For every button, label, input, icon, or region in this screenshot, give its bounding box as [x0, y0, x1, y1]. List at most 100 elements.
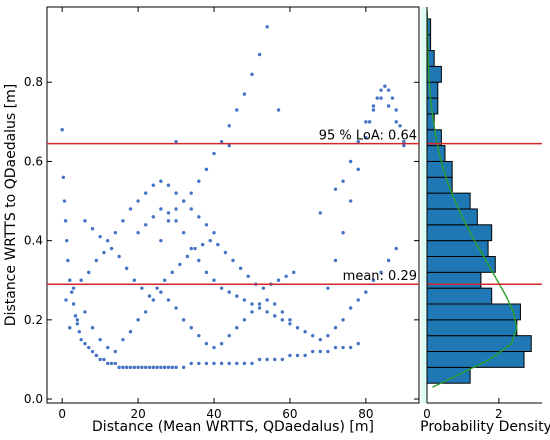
scatter-point: [208, 238, 212, 243]
scatter-point: [75, 322, 80, 326]
scatter-point: [151, 298, 155, 302]
scatter-point: [398, 124, 402, 128]
scatter-point: [371, 278, 376, 282]
scatter-point: [197, 258, 201, 263]
scatter-point: [113, 349, 118, 354]
scatter-point: [257, 357, 262, 362]
scatter-point: [292, 270, 296, 275]
scatter-point: [121, 365, 125, 370]
y-tick-label: 0.2: [24, 313, 43, 327]
scatter-point: [227, 290, 231, 294]
x-tick-label: 0: [58, 407, 66, 421]
scatter-point: [295, 326, 300, 330]
histogram-x-label: Probability Density: [420, 419, 550, 435]
y-tick-label: 0.0: [24, 392, 43, 406]
scatter-point: [333, 258, 338, 263]
x-tick-label: 80: [358, 407, 373, 421]
scatter-point: [288, 322, 292, 326]
scatter-point: [333, 187, 338, 191]
scatter-point: [166, 365, 171, 370]
scatter-point: [265, 298, 269, 302]
scatter-point: [143, 191, 148, 195]
reference-line-label: mean: 0.29: [343, 269, 417, 284]
scatter-point: [79, 278, 83, 282]
scatter-point: [166, 183, 171, 187]
x-tick-label: 20: [130, 407, 145, 421]
scatter-point: [162, 278, 167, 282]
scatter-point: [136, 365, 140, 370]
scatter-point: [394, 108, 398, 112]
scatter-point: [181, 318, 186, 322]
scatter-point: [170, 365, 174, 370]
scatter-point: [68, 278, 72, 282]
scatter-point: [265, 25, 269, 29]
scatter-point: [379, 88, 383, 92]
scatter-points: [60, 25, 406, 370]
scatter-point: [367, 120, 372, 124]
scatter-point: [235, 326, 239, 330]
scatter-point: [136, 231, 140, 235]
scatter-point: [348, 345, 353, 350]
scatter-point: [250, 361, 254, 366]
scatter-point: [87, 345, 91, 350]
scatter-point: [128, 365, 133, 370]
histogram-bar: [426, 351, 525, 368]
scatter-point: [197, 361, 201, 366]
scatter-point: [265, 357, 269, 362]
scatter-point: [318, 211, 323, 215]
scatter-point: [63, 219, 68, 223]
scatter-point: [106, 345, 110, 350]
scatter-point: [87, 270, 91, 275]
scatter-point: [227, 333, 231, 338]
scatter-point: [102, 357, 106, 362]
scatter-point: [162, 365, 167, 370]
scatter-point: [65, 238, 69, 243]
histogram-bar: [426, 145, 446, 162]
scatter-point: [61, 175, 66, 179]
scatter-point: [181, 365, 186, 370]
scatter-point: [390, 96, 395, 100]
scatter-point: [379, 270, 383, 275]
scatter-point: [109, 246, 114, 251]
scatter-point: [132, 365, 137, 370]
scatter-point: [113, 361, 118, 366]
scatter-point: [204, 167, 209, 172]
scatter-point: [326, 349, 330, 354]
scatter-point: [288, 353, 292, 358]
scatter-point: [113, 231, 118, 235]
scatter-point: [68, 326, 72, 330]
scatter-point: [106, 238, 110, 243]
y-axis-label: Distance WRTTS to QDaedalus [m]: [3, 84, 19, 326]
histogram-bar: [426, 224, 493, 242]
scatter-point: [75, 318, 80, 322]
scatter-point: [174, 365, 178, 370]
scatter-point: [235, 294, 239, 298]
scatter-point: [189, 326, 193, 330]
scatter-point: [288, 318, 292, 322]
scatter-point: [223, 250, 228, 255]
scatter-point: [125, 266, 129, 271]
scatter-point: [326, 286, 330, 290]
scatter-point: [174, 139, 178, 144]
scatter-point: [386, 104, 391, 108]
scatter-point: [60, 128, 64, 132]
scatter-point: [219, 286, 224, 290]
scatter-point: [83, 219, 87, 223]
scatter-point: [159, 207, 163, 211]
scatter-point: [159, 179, 163, 183]
histogram-bar: [426, 192, 471, 210]
scatter-point: [227, 124, 231, 128]
scatter-point: [295, 353, 300, 358]
scatter-point: [189, 191, 193, 195]
scatter-point: [189, 361, 193, 366]
scatter-point: [257, 52, 262, 57]
scatter-point: [71, 286, 76, 290]
scatter-point: [73, 314, 78, 318]
scatter-point: [121, 219, 125, 223]
histogram-bar: [426, 366, 471, 384]
scatter-point: [204, 223, 209, 227]
scatter-point: [235, 361, 239, 366]
scatter-point: [94, 353, 99, 358]
